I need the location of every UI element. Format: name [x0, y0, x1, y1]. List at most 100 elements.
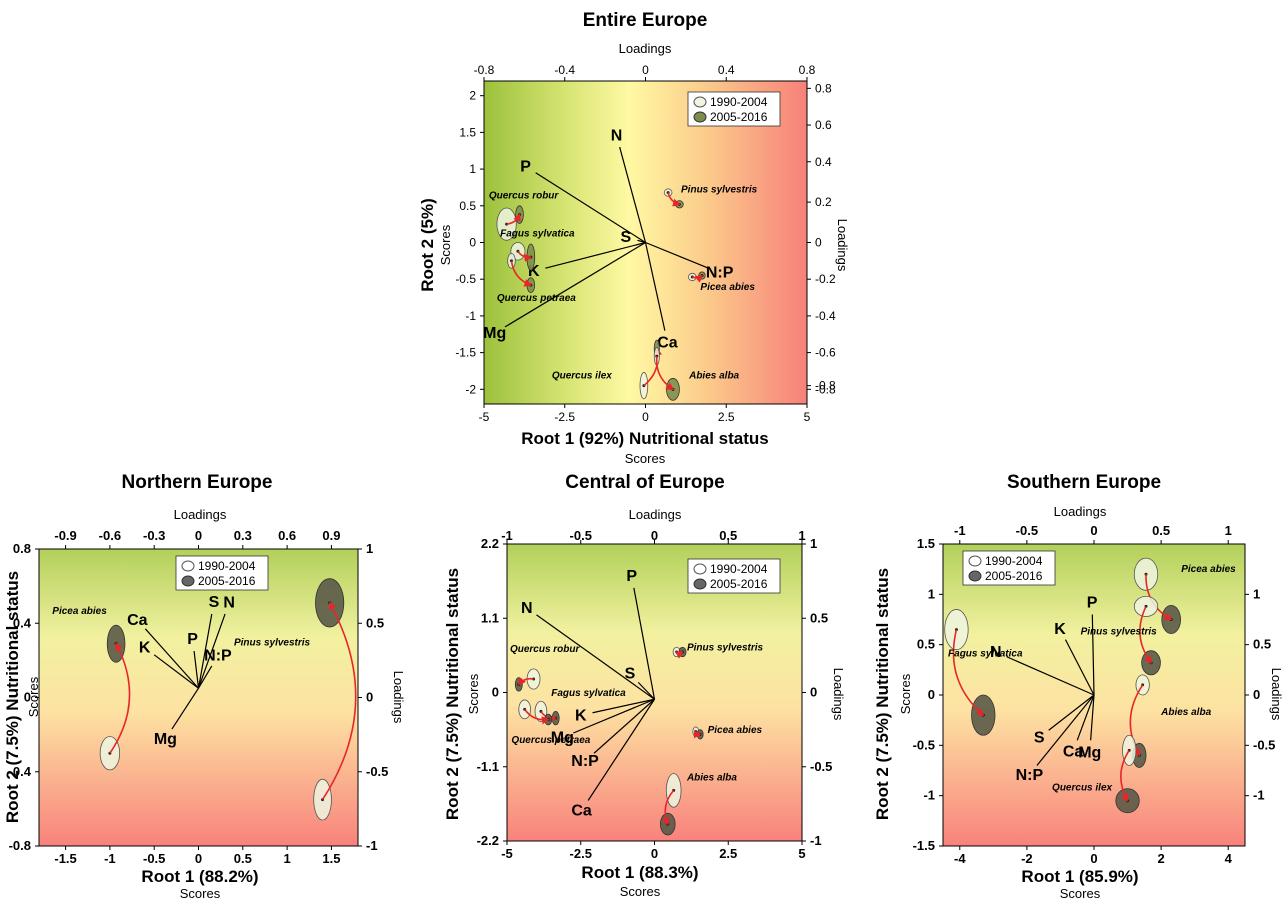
legend-label-new: 2005-2016 — [198, 574, 256, 588]
top-tick-label: 1 — [798, 528, 805, 543]
legend-swatch-old — [693, 96, 707, 108]
right-tick-label: -0.4 — [815, 309, 836, 323]
loading-vector — [504, 241, 646, 328]
x-axis-sublabel: Scores — [1060, 886, 1101, 901]
species-label: Quercus robur — [489, 190, 560, 201]
shift-arrow — [661, 789, 675, 826]
x-axis-sublabel: Scores — [180, 886, 221, 901]
y-tick-label: 0.5 — [917, 637, 935, 652]
y-tick-label: 1.5 — [459, 125, 476, 139]
right-tick-label: 0.4 — [815, 155, 832, 169]
species-label: Picea abies — [700, 282, 755, 293]
x-tick-label: -5 — [501, 846, 513, 861]
right-tick-label: 0 — [815, 236, 822, 250]
chart-title: Southern Europe — [1007, 472, 1161, 493]
species-label: Picea abies — [52, 606, 107, 617]
y-tick-label: 2 — [469, 89, 476, 103]
vector-label: Ca — [127, 612, 148, 629]
vector-label: Ca — [657, 334, 678, 351]
legend-swatch-old — [181, 560, 195, 572]
loading-vector — [637, 681, 655, 700]
species-label: Quercus petraea — [511, 735, 590, 746]
x-tick-label: 5 — [804, 410, 811, 424]
loading-vector — [619, 146, 647, 243]
top-tick-label: 0 — [1090, 523, 1097, 538]
shift-arrow — [952, 629, 985, 717]
vector-label: S — [209, 594, 220, 611]
right-tick-label: 0 — [810, 685, 817, 700]
top-tick-label: -0.4 — [554, 63, 575, 77]
y-tick-label: 0 — [492, 685, 499, 700]
shift-arrow — [692, 274, 704, 283]
top-tick-label: 1 — [1225, 523, 1232, 538]
x-tick-label: 0 — [642, 410, 649, 424]
loading-vector — [587, 698, 656, 801]
x-axis-label: Root 1 (88.2%) — [141, 867, 258, 886]
shift-arrow — [1139, 606, 1152, 665]
loading-vector — [1091, 614, 1095, 696]
vector-label: P — [520, 158, 531, 175]
right-tick-label: 1 — [810, 536, 817, 551]
x-tick-label: -2 — [1021, 851, 1033, 866]
vector-label: S — [1034, 730, 1045, 747]
x-axis-label: Root 1 (88.3%) — [581, 863, 698, 882]
y-tick-label: 0 — [469, 236, 476, 250]
top-axis-label: Loadings — [1054, 504, 1107, 519]
right-tick-label: -0.5 — [810, 759, 832, 774]
top-tick-label: 0 — [642, 63, 649, 77]
shift-arrow — [321, 601, 357, 801]
shift-arrow — [510, 260, 533, 287]
top-tick-label: -0.5 — [570, 528, 592, 543]
species-label: Abies alba — [686, 772, 737, 783]
species-label: Quercus ilex — [1052, 783, 1112, 794]
top-axis-label: Loadings — [619, 41, 672, 56]
x-tick-label: 0 — [195, 851, 202, 866]
y-tick-label: 0.8 — [13, 541, 31, 556]
top-tick-label: -0.6 — [99, 528, 121, 543]
vector-label: N — [521, 600, 533, 617]
species-label: Abies alba — [1160, 707, 1211, 718]
top-tick-label: 0 — [195, 528, 202, 543]
loading-vector — [573, 698, 655, 734]
top-tick-label: 0.4 — [718, 63, 735, 77]
x-tick-label: 2 — [1157, 851, 1164, 866]
vector-label: S — [621, 229, 632, 246]
y-tick-label: -1.5 — [455, 346, 476, 360]
right-tick-label: -1 — [1253, 788, 1265, 803]
species-label: Pinus sylvestris — [681, 185, 758, 196]
species-label: Pinus sylvestris — [687, 643, 764, 654]
loading-vector — [536, 614, 655, 700]
top-tick-label: 0.9 — [322, 528, 340, 543]
top-tick-label: 0.8 — [799, 63, 816, 77]
right-tick-label: 0.8 — [815, 81, 832, 95]
y-tick-label: -0.4 — [9, 764, 32, 779]
x-tick-label: -5 — [479, 410, 490, 424]
y-axis-label: Root 2 (5%) — [418, 198, 437, 292]
top-tick-label: -1 — [954, 523, 966, 538]
species-label: Quercus petraea — [497, 293, 576, 304]
right-tick-label: -1 — [810, 833, 822, 848]
vector-label: Mg — [551, 730, 574, 747]
legend-label-old: 1990-2004 — [985, 554, 1043, 568]
right-tick-label: -0.2 — [815, 272, 836, 286]
species-label: Quercus ilex — [552, 370, 612, 381]
y-axis-sublabel: Scores — [438, 224, 453, 265]
right-tick-label: 1 — [366, 541, 373, 556]
x-tick-label: 2.5 — [719, 846, 737, 861]
legend-label-new: 2005-2016 — [710, 110, 768, 124]
top-tick-label: 0 — [651, 528, 658, 543]
right-tick-label: -0.8 — [815, 382, 836, 396]
plot-background — [507, 544, 802, 841]
x-tick-label: -1 — [104, 851, 116, 866]
shift-arrow — [109, 642, 131, 754]
shift-arrow — [667, 192, 681, 207]
top-tick-label: -1 — [501, 528, 513, 543]
shift-arrow — [506, 213, 521, 225]
top-tick-label: -0.9 — [54, 528, 76, 543]
loading-vector — [1064, 639, 1095, 696]
vector-label: Mg — [1078, 744, 1101, 761]
y-axis-label: Root 2 (7.5%) Nutritional status — [873, 568, 892, 820]
legend-swatch-new — [693, 111, 707, 123]
x-tick-label: 5 — [798, 846, 805, 861]
